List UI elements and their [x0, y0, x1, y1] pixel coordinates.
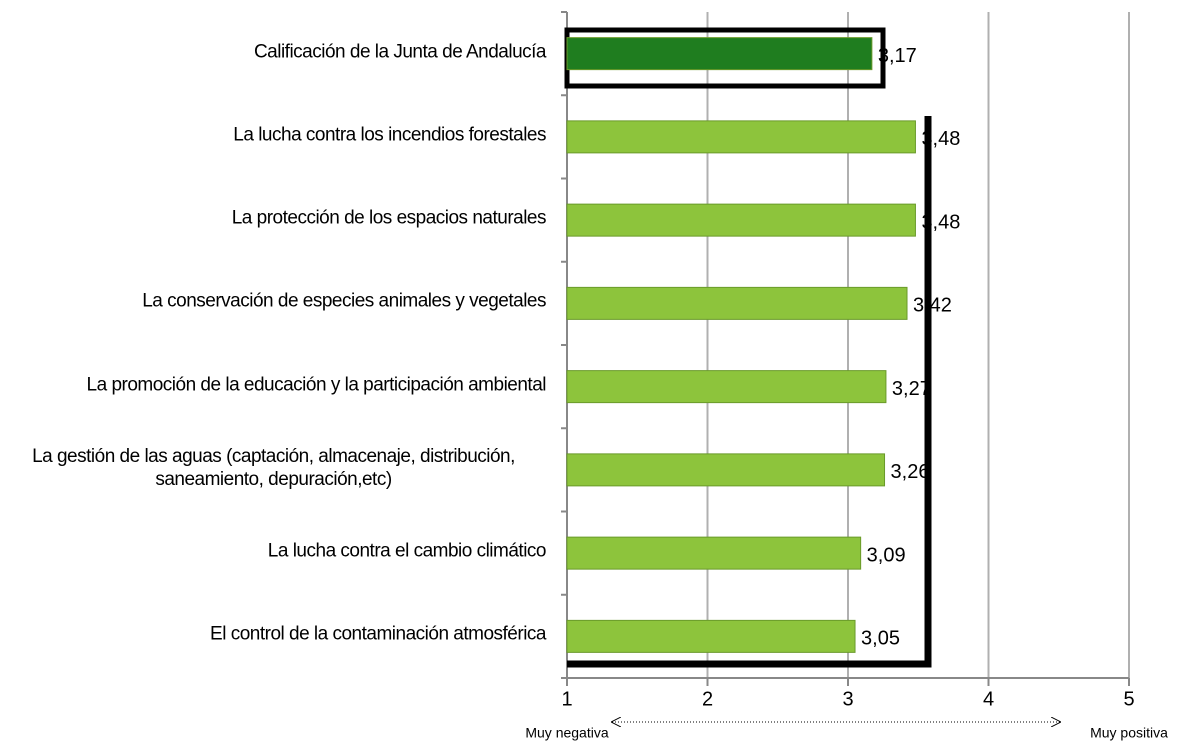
bar	[566, 120, 916, 154]
annotation: Muy negativa	[525, 725, 608, 741]
value-label: 3,26	[891, 461, 930, 483]
category-label: La promoción de la educación y la partic…	[86, 374, 547, 396]
value-label: 3,05	[861, 628, 900, 650]
value-label: 3,17	[878, 45, 917, 67]
x-tick-label: 5	[1123, 688, 1134, 710]
category-label: La gestión de las aguas (captación, alma…	[32, 445, 515, 490]
value-label: 3,42	[913, 295, 952, 317]
category-label: Calificación de la Junta de Andalucía	[253, 41, 547, 63]
x-tick-label: 3	[842, 688, 853, 710]
category-label: La conservación de especies animales y v…	[142, 290, 546, 312]
bar	[566, 453, 886, 487]
bar	[566, 370, 887, 404]
value-label: 3,27	[892, 378, 931, 400]
x-tick-label: 4	[983, 688, 994, 710]
x-tick-label: 1	[561, 688, 572, 710]
frame	[567, 116, 932, 668]
category-label: El control de la contaminación atmosféri…	[210, 623, 546, 645]
bar	[566, 37, 873, 71]
category-label: La lucha contra el cambio climático	[267, 540, 547, 562]
x-tick-label: 2	[702, 688, 713, 710]
bar	[566, 286, 908, 320]
annotation: Muy positiva	[1090, 725, 1168, 741]
value-label: 3,48	[921, 211, 960, 233]
category-label: La lucha contra los incendios forestales	[233, 124, 546, 146]
bar	[566, 536, 862, 570]
value-label: 3,48	[921, 128, 960, 150]
value-label: 3,09	[867, 544, 906, 566]
category-label: La protección de los espacios naturales	[231, 207, 547, 229]
bar	[566, 619, 856, 653]
bar	[566, 203, 916, 237]
